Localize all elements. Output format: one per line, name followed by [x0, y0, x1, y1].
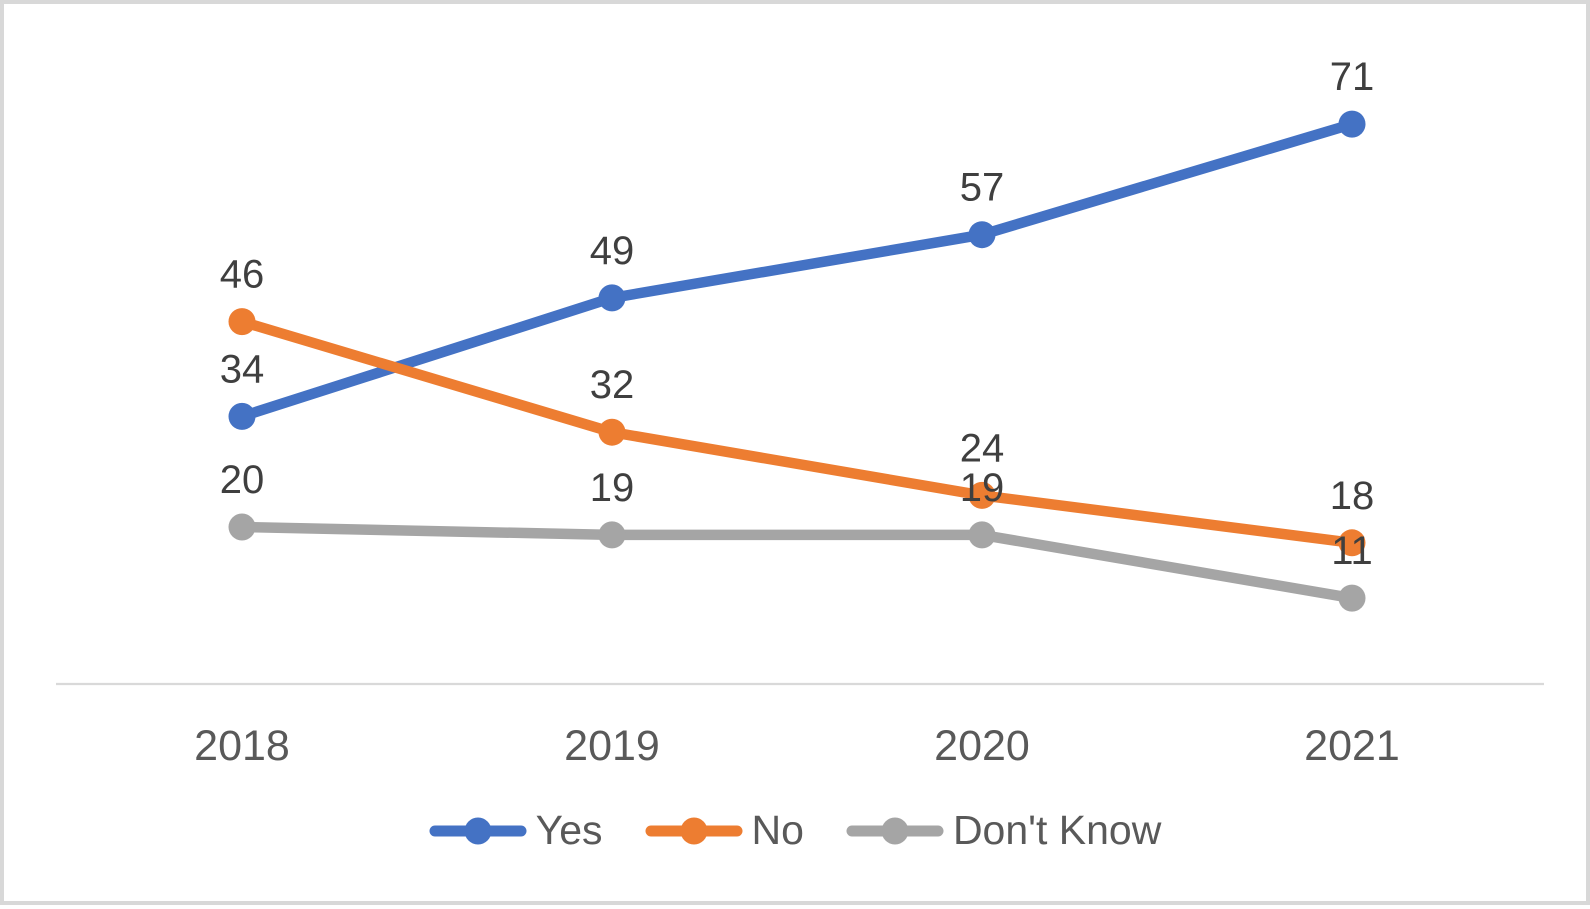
legend-item-dont-know: Don't Know — [846, 810, 1161, 851]
x-axis-tick-label-2019: 2019 — [564, 722, 660, 770]
legend-marker-dont-know-icon — [846, 817, 944, 844]
data-label-don-t-know-2018: 20 — [220, 458, 265, 502]
x-axis-tick-label-2020: 2020 — [934, 722, 1030, 770]
legend-label-no: No — [751, 807, 804, 853]
data-point-don-t-know-2018 — [228, 513, 256, 541]
data-label-no-2021: 18 — [1330, 474, 1375, 518]
chart-legend: Yes No Don't Know — [4, 810, 1586, 851]
data-label-yes-2019: 49 — [590, 229, 635, 273]
data-point-don-t-know-2019 — [598, 521, 626, 549]
data-label-don-t-know-2019: 19 — [590, 466, 635, 510]
data-point-yes-2020 — [968, 221, 996, 249]
data-point-no-2019 — [598, 418, 626, 446]
series-line-no — [236, 316, 1358, 549]
series-line-don-t-know — [236, 521, 1358, 604]
data-label-don-t-know-2020: 19 — [960, 466, 1005, 510]
data-point-no-2020 — [968, 481, 996, 509]
data-label-don-t-know-2021: 11 — [1331, 529, 1373, 573]
data-point-don-t-know-2020 — [968, 521, 996, 549]
x-axis-tick-label-2021: 2021 — [1304, 722, 1400, 770]
x-axis-tick-label-2018: 2018 — [194, 722, 290, 770]
data-label-no-2019: 32 — [590, 363, 635, 407]
data-label-no-2018: 46 — [220, 253, 265, 297]
legend-label-dont-know: Don't Know — [952, 807, 1162, 853]
legend-marker-yes-icon — [429, 817, 527, 844]
data-point-yes-2021 — [1338, 110, 1366, 138]
data-point-don-t-know-2021 — [1338, 584, 1366, 612]
data-label-yes-2018: 34 — [220, 347, 265, 391]
data-point-yes-2018 — [228, 402, 256, 430]
legend-item-no: No — [645, 810, 804, 851]
data-point-no-2018 — [228, 308, 256, 336]
data-point-no-2021 — [1338, 529, 1366, 557]
series-line-yes — [236, 118, 1358, 422]
data-point-yes-2019 — [598, 284, 626, 312]
data-label-yes-2020: 57 — [960, 166, 1005, 210]
legend-item-yes: Yes — [429, 810, 603, 851]
data-label-yes-2021: 71 — [1330, 55, 1375, 99]
legend-label-yes: Yes — [535, 807, 603, 853]
data-label-no-2020: 24 — [960, 426, 1005, 470]
legend-marker-no-icon — [645, 817, 743, 844]
